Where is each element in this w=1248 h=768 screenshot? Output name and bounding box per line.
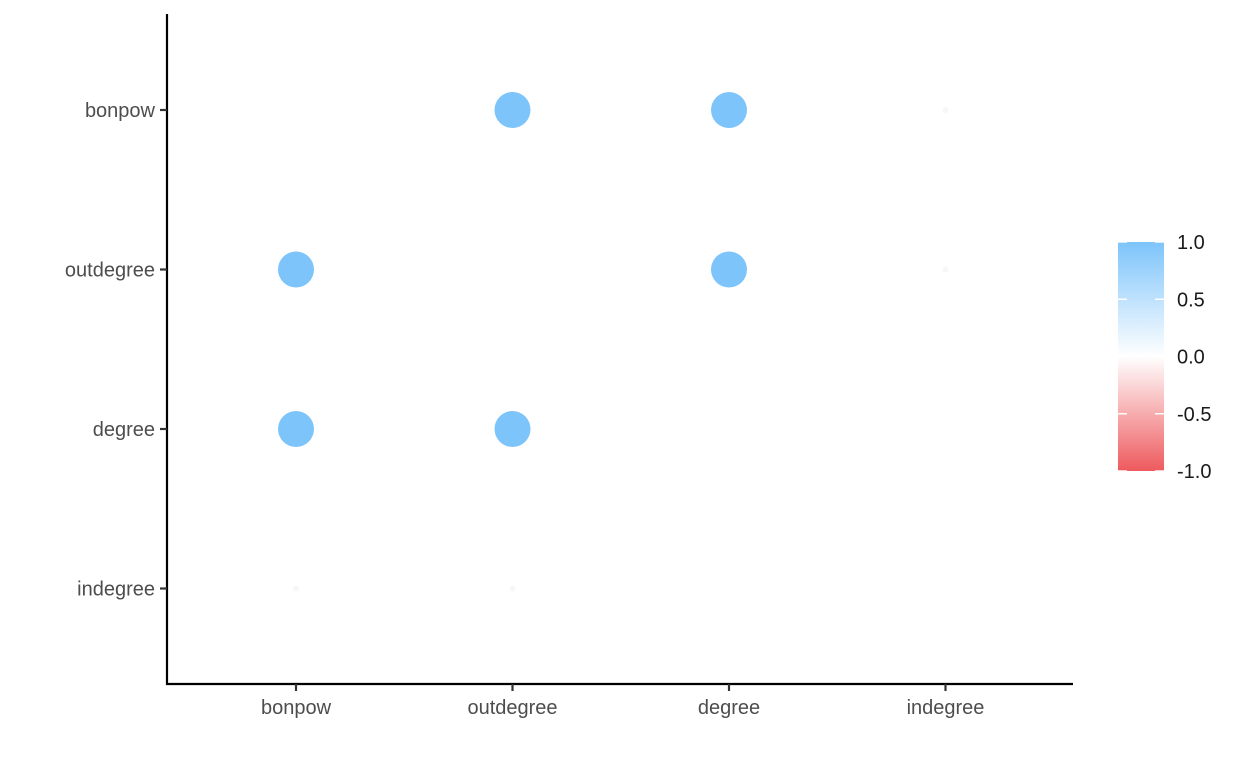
x-axis-ticks: bonpow outdegree degree indegree (261, 684, 984, 719)
legend-colorbar: 1.0 0.5 0.0 -0.5 -1.0 (1118, 232, 1211, 483)
colorbar-label: -1.0 (1177, 461, 1211, 483)
point-bonpow-indegree (293, 585, 299, 592)
y-axis-ticks: bonpow outdegree degree indegree (65, 100, 167, 601)
colorbar-label: -0.5 (1177, 404, 1211, 426)
y-tick-label-degree: degree (93, 419, 155, 441)
x-tick-label-indegree: indegree (907, 697, 985, 719)
point-degree-bonpow (711, 92, 747, 128)
point-degree-outdegree (711, 251, 747, 288)
point-outdegree-degree (494, 411, 531, 447)
colorbar-ticks: 1.0 0.5 0.0 -0.5 -1.0 (1118, 232, 1211, 483)
point-outdegree-bonpow (494, 92, 531, 128)
y-tick-label-outdegree: outdegree (65, 260, 155, 282)
point-bonpow-degree (278, 411, 314, 447)
x-tick-label-bonpow: bonpow (261, 697, 332, 719)
point-bonpow-outdegree (278, 251, 314, 288)
y-tick-label-indegree: indegree (77, 579, 155, 601)
y-tick-label-bonpow: bonpow (85, 100, 156, 122)
x-tick-label-degree: degree (698, 697, 760, 719)
colorbar-label: 0.0 (1177, 347, 1205, 369)
colorbar-label: 0.5 (1177, 289, 1205, 311)
point-indegree-outdegree (942, 266, 949, 273)
x-tick-label-outdegree: outdegree (467, 697, 557, 719)
points-layer (278, 92, 949, 592)
point-indegree-bonpow (942, 107, 949, 113)
point-outdegree-indegree (509, 585, 516, 592)
colorbar-label: 1.0 (1177, 232, 1205, 254)
